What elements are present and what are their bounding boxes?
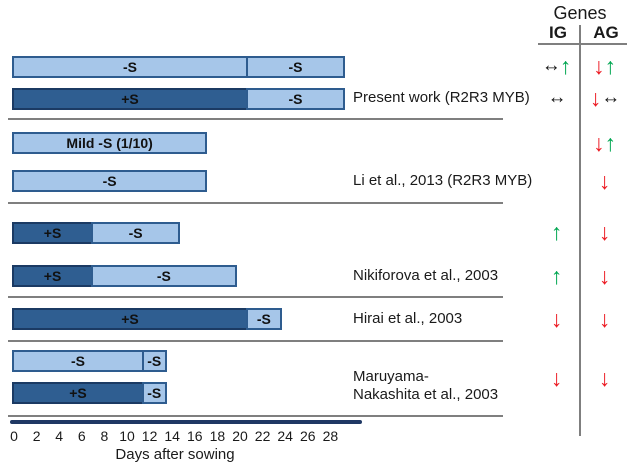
treatment-bar-segment: -S <box>12 170 208 192</box>
study-label: Nikiforova et al., 2003 <box>353 267 498 285</box>
unchanged-both-arrow-icon: ↔ <box>541 55 561 76</box>
ag-arrow-cell: ↓ ↔ <box>581 85 628 111</box>
up-regulated-arrow-icon: ↑ <box>559 53 572 79</box>
x-axis-tick-label: 22 <box>254 428 271 444</box>
x-axis-tick-label: 20 <box>232 428 248 444</box>
ag-arrow-cell: ↓ ↑ <box>581 53 628 79</box>
treatment-bar-segment: -S <box>245 88 346 110</box>
study-label-line: Maruyama- <box>353 368 429 385</box>
x-axis-tick-label: 18 <box>209 428 226 444</box>
group-divider-line <box>8 340 503 342</box>
group-divider-line <box>8 296 503 298</box>
x-axis-line <box>10 420 362 424</box>
genes-header-title: Genes <box>553 3 607 23</box>
ag-arrow-cell: ↓ <box>581 168 628 194</box>
gene-column-label-ig: IG <box>549 23 567 42</box>
ig-arrow-cell: ↔ ↑ <box>533 53 580 79</box>
gene-column-label-ag: AG <box>593 23 619 42</box>
ag-arrow-cell: ↓ <box>581 306 628 332</box>
study-label: Hirai et al., 2003 <box>353 310 462 328</box>
treatment-bar-segment: +S <box>12 88 248 110</box>
treatment-bar-segment: -S <box>12 56 248 78</box>
x-axis-tick-label: 26 <box>300 428 316 444</box>
treatment-bar-segment: -S <box>245 56 346 78</box>
down-regulated-arrow-icon: ↓ <box>598 168 611 194</box>
treatment-bar-segment: +S <box>12 222 94 244</box>
down-regulated-arrow-icon: ↓ <box>589 85 602 111</box>
up-regulated-arrow-icon: ↑ <box>604 130 617 156</box>
ig-arrow-cell: ↑ <box>533 263 580 289</box>
up-regulated-arrow-icon: ↑ <box>550 219 563 245</box>
x-axis-tick-label: 10 <box>119 428 135 444</box>
ig-arrow-cell: ↓ <box>533 365 580 391</box>
treatment-bar-segment: -S <box>91 222 181 244</box>
treatment-bar-segment: -S <box>91 265 237 287</box>
genes-header-underline <box>538 43 627 45</box>
up-regulated-arrow-icon: ↑ <box>604 53 617 79</box>
ag-arrow-cell: ↓ ↑ <box>581 130 628 156</box>
x-axis-tick-label: 12 <box>141 428 158 444</box>
study-label-line: Li et al., 2013 (R2R3 MYB) <box>353 172 533 189</box>
ag-arrow-cell: ↓ <box>581 365 628 391</box>
study-label-line: Present work (R2R3 MYB) <box>353 89 530 106</box>
ig-arrow-cell: ↑ <box>533 219 580 245</box>
unchanged-both-arrow-icon: ↔ <box>601 87 620 108</box>
study-label-line: Nakashita et al., 2003 <box>353 386 499 403</box>
up-regulated-arrow-icon: ↑ <box>550 263 563 289</box>
treatment-bar-segment: +S <box>12 382 144 404</box>
treatment-bar-segment: -S <box>12 350 144 372</box>
treatment-bar-segment: +S <box>12 265 94 287</box>
ig-arrow-cell: ↓ <box>533 306 580 332</box>
treatment-bar-segment: Mild -S (1/10) <box>12 132 208 154</box>
x-axis-tick-label: 2 <box>32 428 41 444</box>
x-axis-tick-label: 8 <box>100 428 109 444</box>
down-regulated-arrow-icon: ↓ <box>593 130 605 156</box>
treatment-bar-segment: -S <box>141 382 167 404</box>
x-axis-tick-label: 6 <box>77 428 86 444</box>
study-label: Maruyama- Nakashita et al., 2003 <box>353 368 498 404</box>
group-divider-line <box>8 118 503 120</box>
ag-arrow-cell: ↓ <box>581 263 628 289</box>
down-regulated-arrow-icon: ↓ <box>598 365 611 391</box>
treatment-bar-segment: +S <box>12 308 248 330</box>
study-label: Li et al., 2013 (R2R3 MYB) <box>353 172 532 190</box>
ig-arrow-cell <box>533 130 580 156</box>
study-label-line: Hirai et al., 2003 <box>353 310 463 327</box>
x-axis-tick-label: 0 <box>10 428 18 444</box>
ig-ag-column-divider-line <box>579 25 581 436</box>
group-divider-line <box>8 415 503 417</box>
treatment-bar-segment: -S <box>245 308 282 330</box>
treatment-bar-segment: -S <box>141 350 167 372</box>
down-regulated-arrow-icon: ↓ <box>598 306 611 332</box>
x-axis-tick-label: 16 <box>187 428 203 444</box>
x-axis-tick-label: 4 <box>55 428 64 444</box>
ig-arrow-cell <box>533 168 580 194</box>
x-axis-tick-label: 28 <box>322 428 339 444</box>
x-axis-title: Days after sowing <box>115 446 235 463</box>
study-label: Present work (R2R3 MYB) <box>353 89 530 107</box>
x-axis-tick-label: 14 <box>164 428 180 444</box>
unchanged-both-arrow-icon: ↔ <box>547 87 567 108</box>
down-regulated-arrow-icon: ↓ <box>550 306 563 332</box>
x-axis-tick-label: 24 <box>277 428 293 444</box>
group-divider-line <box>8 202 503 204</box>
ig-arrow-cell: ↔ <box>533 85 580 111</box>
study-label-line: Nikiforova et al., 2003 <box>353 267 499 284</box>
down-regulated-arrow-icon: ↓ <box>598 263 611 289</box>
down-regulated-arrow-icon: ↓ <box>598 219 611 245</box>
down-regulated-arrow-icon: ↓ <box>593 53 605 79</box>
down-regulated-arrow-icon: ↓ <box>550 365 563 391</box>
ag-arrow-cell: ↓ <box>581 219 628 245</box>
